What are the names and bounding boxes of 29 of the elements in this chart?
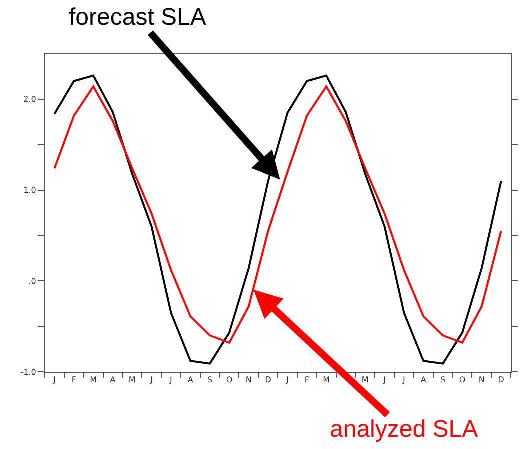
x-tick-label: F: [304, 376, 310, 385]
x-tick-label: O: [459, 376, 466, 385]
x-tick-label: J: [286, 376, 289, 385]
x-tick-label: D: [498, 376, 504, 385]
y-tick-label: 2.0: [24, 95, 36, 104]
x-tick-label: F: [72, 376, 77, 385]
x-tick-label: A: [188, 376, 194, 385]
x-tick-label: O: [226, 376, 233, 385]
y-tick-label: .0: [28, 276, 36, 286]
y-tick-label: 1.0: [24, 186, 36, 196]
x-tick-label: A: [420, 376, 427, 385]
text: analyzed SLA: [330, 416, 478, 443]
x-tick-label: M: [128, 376, 136, 385]
x-tick-label: A: [110, 376, 116, 385]
x-tick-label: D: [265, 376, 272, 385]
y-tick-label: -1.0: [20, 368, 36, 377]
x-tick-label: N: [246, 376, 252, 385]
x-tick-label: J: [402, 376, 406, 385]
x-tick-label: J: [150, 376, 153, 385]
x-tick-label: M: [323, 376, 330, 385]
x-tick-label: N: [478, 376, 485, 385]
x-tick-label: M: [362, 376, 369, 385]
x-tick-label: J: [52, 376, 56, 385]
x-tick-label: M: [90, 376, 98, 385]
x-tick-label: J: [169, 376, 172, 385]
x-tick-label: S: [208, 376, 213, 385]
text: forecast SLA: [69, 4, 206, 31]
x-tick-label: S: [440, 376, 446, 385]
x-tick-label: J: [382, 376, 386, 385]
